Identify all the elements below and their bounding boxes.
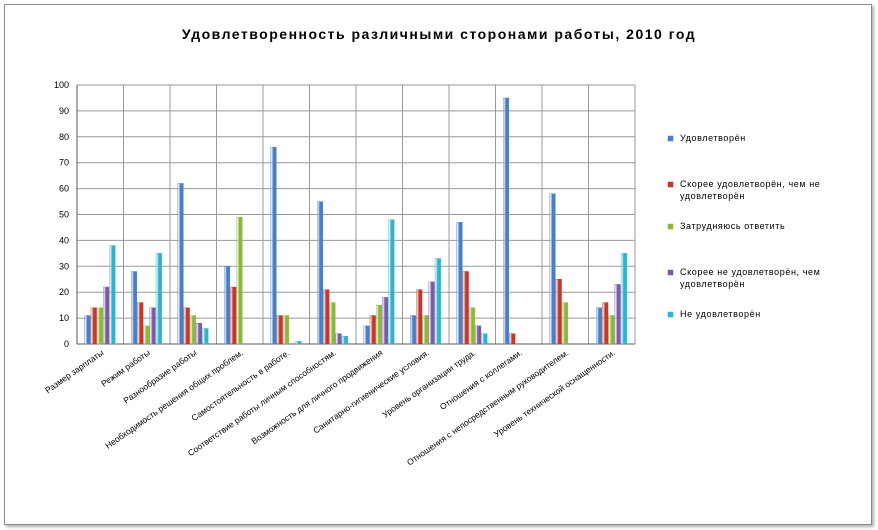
- chart-title: Удовлетворенность различными сторонами р…: [181, 26, 697, 42]
- bar: [329, 302, 336, 345]
- bar: [369, 315, 376, 345]
- legend-swatch: [667, 135, 674, 142]
- legend-label: Удовлетворён: [680, 133, 746, 143]
- bar: [509, 333, 516, 345]
- y-tick-label: 50: [59, 210, 69, 220]
- bar: [608, 315, 615, 345]
- bar: [614, 284, 621, 345]
- legend-label: Не удовлетворён: [680, 309, 761, 319]
- bar: [335, 333, 342, 345]
- y-tick-label: 0: [64, 339, 69, 349]
- bar: [596, 307, 603, 345]
- bar: [103, 286, 110, 345]
- bar: [202, 328, 209, 345]
- bar: [602, 302, 609, 345]
- bar: [363, 325, 370, 345]
- bar: [561, 302, 568, 345]
- bar: [382, 297, 389, 345]
- bar: [109, 245, 116, 345]
- bar: [224, 266, 231, 345]
- legend-swatch: [667, 223, 674, 230]
- y-tick-label: 20: [59, 287, 69, 297]
- bar: [282, 315, 289, 345]
- bar: [96, 307, 103, 345]
- bar: [428, 281, 435, 345]
- legend-swatch: [667, 269, 674, 276]
- bar: [555, 279, 562, 345]
- bar: [456, 222, 463, 345]
- bar: [137, 302, 144, 345]
- bar: [388, 219, 395, 345]
- bar: [549, 193, 556, 345]
- y-tick-label: 100: [54, 80, 69, 90]
- bar: [177, 183, 184, 345]
- bar: [375, 304, 382, 345]
- x-tick-label: Отношения с коллегами.: [438, 347, 524, 411]
- legend-label: Скорее удовлетворён, чем не удовлетворён: [680, 179, 820, 201]
- bar: [620, 253, 627, 345]
- bar: [236, 216, 243, 345]
- y-tick-label: 70: [59, 158, 69, 168]
- bar: [183, 307, 190, 345]
- x-tick-label: Размер зарплаты: [43, 347, 105, 395]
- bar: [434, 258, 441, 345]
- bar: [475, 325, 482, 345]
- bar: [341, 336, 348, 345]
- bar: [416, 289, 423, 345]
- x-tick-label: Уровень организации труда.: [380, 347, 477, 419]
- legend-swatch: [667, 311, 674, 318]
- y-tick-label: 10: [59, 313, 69, 323]
- bar: [503, 97, 510, 345]
- bar: [230, 286, 237, 345]
- bar: [155, 253, 162, 345]
- bar: [323, 289, 330, 345]
- bar: [410, 315, 417, 345]
- bar: [149, 307, 156, 345]
- bar: [84, 315, 91, 345]
- bar: [196, 323, 203, 345]
- bar: [90, 307, 97, 345]
- bar: [189, 315, 196, 345]
- bar: [143, 325, 150, 345]
- y-tick-label: 60: [59, 184, 69, 194]
- y-tick-label: 90: [59, 106, 69, 116]
- legend-label: Скорее не удовлетворён, чем удовлетворён: [680, 267, 820, 289]
- bar: [276, 315, 283, 345]
- legend-swatch: [667, 181, 674, 188]
- bar: [481, 333, 488, 345]
- y-tick-label: 40: [59, 235, 69, 245]
- x-tick-label: Отношения с непосредственным руководител…: [405, 347, 570, 467]
- legend-label: Затрудняюсь ответить: [680, 221, 785, 231]
- bar: [468, 307, 475, 345]
- bar: [317, 201, 324, 345]
- bar: [295, 341, 302, 345]
- bar: [131, 271, 138, 345]
- bar: [462, 271, 469, 345]
- y-tick-label: 80: [59, 132, 69, 142]
- bar: [422, 315, 429, 345]
- bar: [270, 146, 277, 345]
- y-tick-label: 30: [59, 261, 69, 271]
